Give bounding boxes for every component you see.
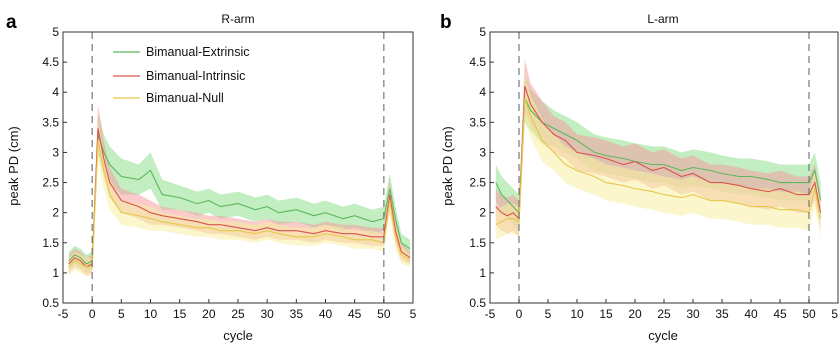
x-tick-label: 25 (657, 307, 671, 321)
legend-label-extrinsic: Bimanual-Extrinsic (146, 45, 250, 59)
x-tick-label: 5 (118, 307, 125, 321)
y-tick-label: 5 (479, 25, 486, 39)
y-tick-label: 4 (479, 85, 486, 99)
series-band-0 (68, 113, 411, 273)
x-axis-label: cycle (648, 328, 678, 343)
y-tick-label: 3 (52, 145, 59, 159)
x-tick-label: 25 (231, 307, 245, 321)
x-tick-label: 35 (715, 307, 729, 321)
x-tick-label: 30 (260, 307, 274, 321)
x-tick-label: 45 (348, 307, 362, 321)
y-tick-label: 2.5 (469, 176, 486, 190)
x-ticks: -5 0 5 10 15 20 25 30 35 40 45 50 5 (485, 299, 839, 321)
y-tick-label: 3 (479, 145, 486, 159)
y-tick-label: 1 (52, 266, 59, 280)
x-tick-label: 10 (144, 307, 158, 321)
series-bands (495, 59, 821, 240)
x-tick-label: 0 (516, 307, 523, 321)
series-line-2 (68, 140, 411, 268)
series-line-1 (68, 128, 411, 268)
panel-a: a R-arm peak PD (cm) cycle 0.5 1 1.5 2 2.5 3 3… (6, 12, 417, 343)
x-tick-label: 5 (410, 307, 417, 321)
x-tick-label: 5 (831, 307, 838, 321)
legend-label-intrinsic: Bimanual-Intrinsic (146, 69, 245, 83)
x-tick-label: -5 (58, 307, 69, 321)
x-tick-label: 45 (773, 307, 787, 321)
x-tick-label: -5 (485, 307, 496, 321)
y-tick-label: 1 (479, 266, 486, 280)
chart-title: L-arm (647, 12, 678, 26)
chart-title: R-arm (221, 12, 254, 26)
x-tick-label: 15 (173, 307, 187, 321)
x-tick-label: 5 (545, 307, 552, 321)
series-bands (68, 104, 411, 276)
x-tick-label: 50 (377, 307, 391, 321)
x-tick-label: 15 (599, 307, 613, 321)
series-band-2 (495, 74, 821, 240)
y-axis-label: peak PD (cm) (6, 126, 21, 205)
y-tick-label: 3.5 (42, 115, 59, 129)
series-band-1 (68, 104, 411, 276)
legend: Bimanual-Extrinsic Bimanual-Intrinsic Bi… (113, 45, 250, 105)
series-line-2 (495, 98, 822, 226)
x-tick-label: 20 (628, 307, 642, 321)
y-tick-label: 0.5 (42, 296, 59, 310)
x-tick-label: 40 (744, 307, 758, 321)
y-tick-label: 4.5 (469, 55, 486, 69)
x-tick-label: 50 (802, 307, 816, 321)
y-tick-label: 4.5 (42, 55, 59, 69)
series-band-2 (68, 119, 411, 276)
x-tick-label: 40 (319, 307, 333, 321)
panel-letter: b (440, 12, 452, 33)
series-lines (68, 128, 411, 268)
x-ticks: -5 0 5 10 15 20 25 30 35 40 45 50 5 (58, 299, 417, 321)
x-tick-label: 30 (686, 307, 700, 321)
y-tick-label: 5 (52, 25, 59, 39)
y-tick-label: 0.5 (469, 296, 486, 310)
x-axis-label: cycle (223, 328, 253, 343)
y-tick-label: 3.5 (469, 115, 486, 129)
panel-letter: a (6, 12, 17, 33)
series-lines (495, 86, 822, 226)
y-tick-label: 2 (52, 206, 59, 220)
y-tick-label: 2.5 (42, 176, 59, 190)
x-tick-label: 0 (89, 307, 96, 321)
x-tick-label: 10 (570, 307, 584, 321)
y-ticks: 0.5 1 1.5 2 2.5 3 3.5 4 4.5 5 (42, 25, 67, 310)
y-tick-label: 4 (52, 85, 59, 99)
x-tick-label: 35 (290, 307, 304, 321)
y-ticks: 0.5 1 1.5 2 2.5 3 3.5 4 4.5 5 (469, 25, 494, 310)
y-axis-label: peak PD (cm) (440, 126, 455, 205)
y-tick-label: 1.5 (42, 236, 59, 250)
x-tick-label: 20 (202, 307, 216, 321)
legend-label-null: Bimanual-Null (146, 91, 224, 105)
phase-dividers (91, 32, 385, 303)
phase-dividers (518, 32, 810, 303)
y-tick-label: 1.5 (469, 236, 486, 250)
y-tick-label: 2 (479, 206, 486, 220)
panel-b: b L-arm peak PD (cm) cycle 0.5 1 1.5 2 2.5 3 3… (440, 12, 839, 343)
